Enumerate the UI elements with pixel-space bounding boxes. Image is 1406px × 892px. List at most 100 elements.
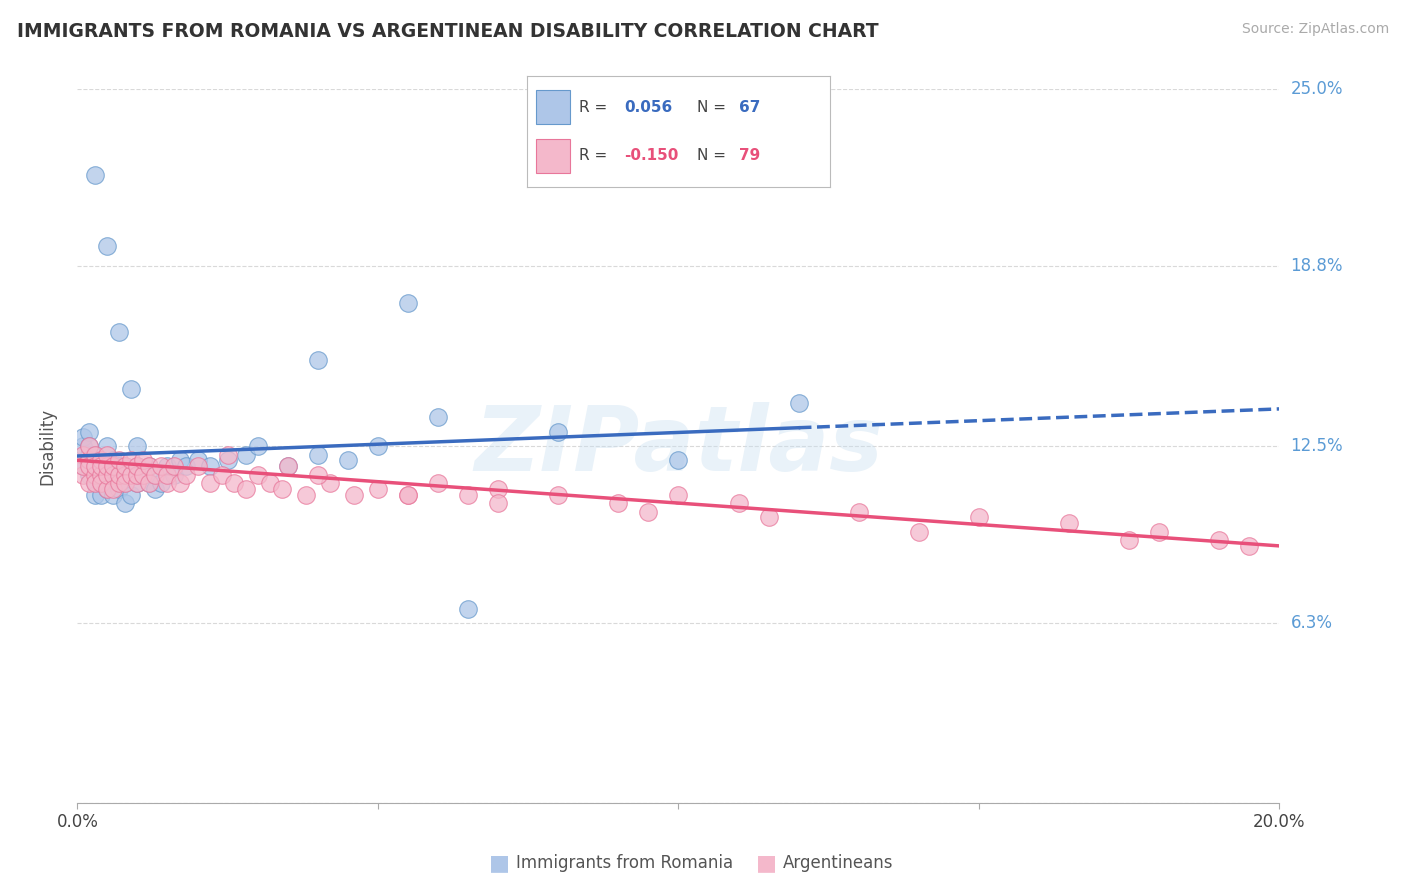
Point <box>668 453 690 467</box>
Point <box>259 476 281 491</box>
Point <box>156 458 179 473</box>
Point <box>96 458 118 473</box>
Point <box>84 467 107 482</box>
Point <box>235 482 257 496</box>
Point <box>307 467 329 482</box>
Point <box>72 448 94 462</box>
Point <box>145 482 167 496</box>
Text: 12.5%: 12.5% <box>1291 437 1343 455</box>
Point <box>150 458 173 473</box>
Point <box>84 476 107 491</box>
Point <box>367 482 389 496</box>
Point <box>169 453 191 467</box>
Point <box>1208 533 1230 548</box>
Point <box>1057 516 1080 530</box>
Point <box>1149 524 1171 539</box>
Point <box>79 467 101 482</box>
Point <box>547 487 569 501</box>
Point <box>427 410 450 425</box>
Point <box>72 467 94 482</box>
Point <box>96 458 118 473</box>
Point <box>848 505 870 519</box>
Point <box>162 467 184 482</box>
Point <box>668 487 690 501</box>
Point <box>607 496 630 510</box>
Point <box>120 453 142 467</box>
Point <box>145 467 167 482</box>
Point <box>908 524 931 539</box>
Point <box>114 476 136 491</box>
Point <box>108 325 131 339</box>
Point <box>72 430 94 444</box>
Point <box>103 453 125 467</box>
Point <box>96 448 118 462</box>
Point <box>90 458 112 473</box>
Point <box>727 496 749 510</box>
Point <box>637 505 659 519</box>
Point <box>114 467 136 482</box>
Point <box>90 467 112 482</box>
Point <box>79 453 101 467</box>
Point <box>114 496 136 510</box>
Point <box>90 476 112 491</box>
Point <box>277 458 299 473</box>
Point <box>127 458 149 473</box>
Point <box>162 458 184 473</box>
Text: Argentineans: Argentineans <box>783 855 894 872</box>
Point <box>96 467 118 482</box>
Point <box>79 439 101 453</box>
Point <box>127 467 149 482</box>
Point <box>108 482 131 496</box>
Point <box>758 510 780 524</box>
Point <box>90 453 112 467</box>
Text: ■: ■ <box>756 854 776 873</box>
Point <box>127 476 149 491</box>
Point <box>114 458 136 473</box>
Point <box>396 296 419 310</box>
Text: R =: R = <box>579 148 612 163</box>
Point <box>307 353 329 368</box>
Point <box>138 476 160 491</box>
Point <box>138 476 160 491</box>
Bar <box>536 139 569 173</box>
Point <box>150 476 173 491</box>
Point <box>127 458 149 473</box>
Point <box>84 448 107 462</box>
Point <box>217 453 239 467</box>
Point <box>967 510 990 524</box>
Point <box>294 487 316 501</box>
Point <box>108 476 131 491</box>
Point <box>103 476 125 491</box>
Point <box>108 458 131 473</box>
Point <box>186 453 209 467</box>
Point <box>270 482 292 496</box>
Point <box>96 239 118 253</box>
Text: 6.3%: 6.3% <box>1291 614 1333 632</box>
Point <box>108 453 131 467</box>
Point <box>277 458 299 473</box>
Point <box>90 467 112 482</box>
Point <box>96 482 118 496</box>
Point <box>145 467 167 482</box>
Point <box>169 476 191 491</box>
Point <box>108 467 131 482</box>
Point <box>84 168 107 182</box>
Point <box>103 482 125 496</box>
Point <box>103 467 125 482</box>
Point <box>72 458 94 473</box>
Point <box>343 487 366 501</box>
Point <box>84 448 107 462</box>
Point <box>319 476 342 491</box>
Point <box>132 453 155 467</box>
Point <box>114 476 136 491</box>
Point <box>211 467 233 482</box>
Point <box>156 476 179 491</box>
Point <box>84 458 107 473</box>
Y-axis label: Disability: Disability <box>38 408 56 484</box>
Point <box>120 382 142 396</box>
Text: 79: 79 <box>740 148 761 163</box>
Point <box>96 439 118 453</box>
Point <box>90 453 112 467</box>
Point <box>246 439 269 453</box>
Point <box>457 601 479 615</box>
